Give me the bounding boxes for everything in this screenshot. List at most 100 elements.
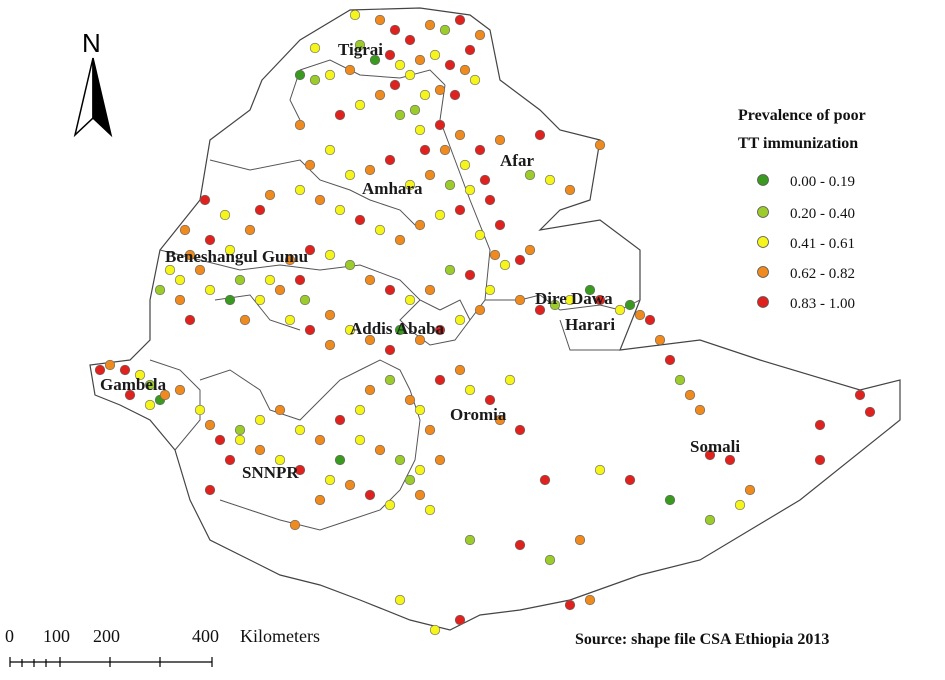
survey-point [294, 464, 306, 476]
survey-point [469, 74, 481, 86]
survey-point [364, 274, 376, 286]
survey-point [344, 259, 356, 271]
survey-point [724, 454, 736, 466]
survey-point [414, 489, 426, 501]
survey-point [349, 9, 361, 21]
region-label-gambela: Gambela [100, 375, 167, 394]
survey-point [264, 274, 276, 286]
scale-tick-0: 0 [5, 626, 14, 646]
survey-points [94, 9, 876, 636]
survey-point [474, 229, 486, 241]
survey-point [494, 219, 506, 231]
survey-point [224, 454, 236, 466]
survey-point [624, 299, 636, 311]
survey-point [404, 294, 416, 306]
survey-point [439, 144, 451, 156]
survey-point [104, 359, 116, 371]
survey-point [484, 194, 496, 206]
survey-point [214, 434, 226, 446]
survey-point [384, 499, 396, 511]
survey-point [594, 464, 606, 476]
survey-point [294, 69, 306, 81]
survey-point [404, 394, 416, 406]
survey-point [549, 299, 561, 311]
survey-point [324, 339, 336, 351]
survey-point [474, 304, 486, 316]
survey-point [124, 389, 136, 401]
survey-point [179, 224, 191, 236]
survey-point [514, 294, 526, 306]
survey-point [204, 284, 216, 296]
survey-point [524, 169, 536, 181]
survey-point [499, 259, 511, 271]
survey-point [394, 324, 406, 336]
survey-point [654, 334, 666, 346]
survey-point [219, 209, 231, 221]
survey-point [744, 484, 756, 496]
region-label-somali: Somali [690, 437, 740, 456]
scale-tick-100: 100 [43, 626, 70, 646]
survey-point [464, 44, 476, 56]
survey-point [404, 69, 416, 81]
survey-point [344, 324, 356, 336]
survey-point [294, 119, 306, 131]
survey-point [309, 42, 321, 54]
survey-point [304, 324, 316, 336]
region-label-tigray: Tigrai [338, 40, 383, 59]
survey-point [479, 174, 491, 186]
survey-point [444, 264, 456, 276]
scale-unit: Kilometers [240, 626, 320, 646]
survey-point [234, 424, 246, 436]
survey-point [164, 264, 176, 276]
survey-point [289, 519, 301, 531]
survey-point [134, 369, 146, 381]
north-arrow-icon: N [73, 28, 113, 138]
survey-point [664, 494, 676, 506]
survey-point [384, 49, 396, 61]
scale-tick-200: 200 [93, 626, 120, 646]
survey-point [454, 364, 466, 376]
survey-point [544, 554, 556, 566]
survey-point [364, 489, 376, 501]
survey-point [274, 404, 286, 416]
survey-point [514, 424, 526, 436]
legend-range-4: 0.83 - 1.00 [790, 296, 855, 312]
survey-point [344, 479, 356, 491]
survey-point [414, 404, 426, 416]
survey-point [304, 159, 316, 171]
survey-point [594, 139, 606, 151]
survey-point [324, 144, 336, 156]
survey-point [234, 274, 246, 286]
survey-point [354, 214, 366, 226]
survey-point [474, 144, 486, 156]
survey-point [324, 474, 336, 486]
survey-point [489, 249, 501, 261]
survey-point [334, 109, 346, 121]
survey-point [364, 334, 376, 346]
survey-point [434, 209, 446, 221]
region-label-amhara: Amhara [362, 179, 423, 198]
survey-point [284, 254, 296, 266]
survey-point [119, 364, 131, 376]
survey-point [534, 304, 546, 316]
survey-point [434, 454, 446, 466]
survey-point [299, 294, 311, 306]
region-label-afar: Afar [500, 151, 534, 170]
survey-point [204, 419, 216, 431]
survey-point [664, 354, 676, 366]
survey-point [314, 434, 326, 446]
survey-point [354, 434, 366, 446]
survey-point [154, 284, 166, 296]
survey-point [274, 454, 286, 466]
survey-point [374, 224, 386, 236]
legend-swatch-3 [757, 266, 769, 278]
survey-point [464, 184, 476, 196]
survey-point [314, 194, 326, 206]
survey-point [464, 534, 476, 546]
legend-swatch-0 [757, 174, 769, 186]
survey-point [524, 244, 536, 256]
scale-tick-400: 400 [192, 626, 219, 646]
survey-point [374, 89, 386, 101]
legend: Prevalence of poor TT immunization 0.00 … [738, 107, 866, 312]
